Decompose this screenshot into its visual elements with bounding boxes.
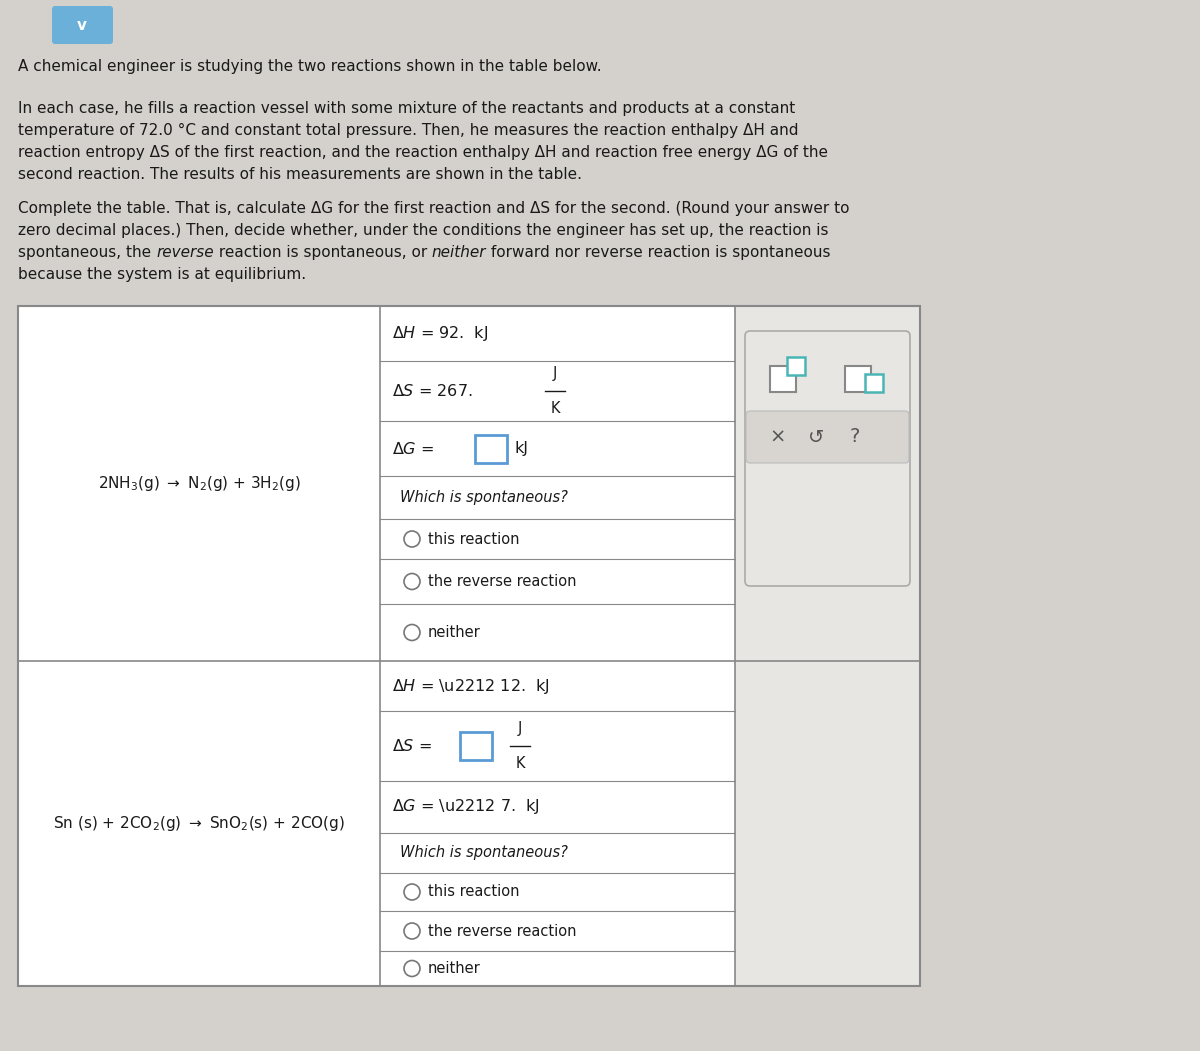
Text: reaction is spontaneous, or: reaction is spontaneous, or bbox=[214, 245, 432, 260]
Text: zero decimal places.) Then, decide whether, under the conditions the engineer ha: zero decimal places.) Then, decide wheth… bbox=[18, 223, 828, 238]
Bar bbox=[380, 306, 734, 986]
Text: 2NH$_3$(g) $\rightarrow$ N$_2$(g) + 3H$_2$(g): 2NH$_3$(g) $\rightarrow$ N$_2$(g) + 3H$_… bbox=[97, 474, 300, 493]
Text: second reaction. The results of his measurements are shown in the table.: second reaction. The results of his meas… bbox=[18, 167, 582, 182]
Bar bbox=[18, 306, 380, 986]
Text: Complete the table. That is, calculate ΔG for the first reaction and ΔS for the : Complete the table. That is, calculate Δ… bbox=[18, 201, 850, 217]
Text: $\Delta G$ = \u2212 7.  kJ: $\Delta G$ = \u2212 7. kJ bbox=[392, 798, 540, 817]
Text: reaction entropy ΔS of the first reaction, and the reaction enthalpy ΔH and reac: reaction entropy ΔS of the first reactio… bbox=[18, 145, 828, 160]
Bar bbox=[845, 366, 871, 392]
Text: kJ: kJ bbox=[515, 441, 529, 456]
Text: In each case, he fills a reaction vessel with some mixture of the reactants and : In each case, he fills a reaction vessel… bbox=[18, 101, 796, 116]
Text: $\Delta H$ = \u2212 12.  kJ: $\Delta H$ = \u2212 12. kJ bbox=[392, 677, 550, 696]
Text: this reaction: this reaction bbox=[428, 532, 520, 547]
Text: the reverse reaction: the reverse reaction bbox=[428, 924, 576, 939]
Bar bbox=[865, 374, 883, 392]
Text: Which is spontaneous?: Which is spontaneous? bbox=[400, 490, 568, 504]
Bar bbox=[770, 366, 796, 392]
Text: neither: neither bbox=[432, 245, 486, 260]
Bar bbox=[734, 306, 920, 986]
Text: v: v bbox=[77, 18, 88, 33]
Bar bbox=[18, 306, 920, 986]
Bar bbox=[787, 357, 805, 375]
FancyBboxPatch shape bbox=[52, 6, 113, 44]
Bar bbox=[475, 434, 508, 462]
Text: J: J bbox=[518, 721, 522, 736]
Text: ×: × bbox=[769, 428, 785, 447]
FancyBboxPatch shape bbox=[746, 411, 910, 463]
Text: Sn (s) + 2CO$_2$(g) $\rightarrow$ SnO$_2$(s) + 2CO(g): Sn (s) + 2CO$_2$(g) $\rightarrow$ SnO$_2… bbox=[53, 815, 344, 833]
Text: $\Delta S$ =: $\Delta S$ = bbox=[392, 738, 433, 754]
Text: because the system is at equilibrium.: because the system is at equilibrium. bbox=[18, 267, 306, 282]
Text: $\Delta H$ = 92.  kJ: $\Delta H$ = 92. kJ bbox=[392, 324, 488, 343]
Text: this reaction: this reaction bbox=[428, 885, 520, 900]
Text: reverse: reverse bbox=[156, 245, 214, 260]
Text: A chemical engineer is studying the two reactions shown in the table below.: A chemical engineer is studying the two … bbox=[18, 59, 601, 74]
Text: ?: ? bbox=[850, 428, 860, 447]
Text: K: K bbox=[551, 401, 559, 416]
Text: the reverse reaction: the reverse reaction bbox=[428, 574, 576, 589]
Text: $\Delta S$ = 267.: $\Delta S$ = 267. bbox=[392, 383, 473, 399]
Text: ↺: ↺ bbox=[808, 428, 824, 447]
Text: spontaneous, the: spontaneous, the bbox=[18, 245, 156, 260]
Text: neither: neither bbox=[428, 961, 481, 976]
Text: K: K bbox=[515, 756, 524, 771]
FancyBboxPatch shape bbox=[745, 331, 910, 586]
Text: Which is spontaneous?: Which is spontaneous? bbox=[400, 845, 568, 861]
Text: forward nor reverse reaction is spontaneous: forward nor reverse reaction is spontane… bbox=[486, 245, 830, 260]
Text: neither: neither bbox=[428, 625, 481, 640]
Text: $\Delta G$ =: $\Delta G$ = bbox=[392, 440, 436, 456]
Text: temperature of 72.0 °C and constant total pressure. Then, he measures the reacti: temperature of 72.0 °C and constant tota… bbox=[18, 123, 798, 138]
Text: J: J bbox=[553, 366, 557, 382]
Bar bbox=[460, 731, 492, 760]
